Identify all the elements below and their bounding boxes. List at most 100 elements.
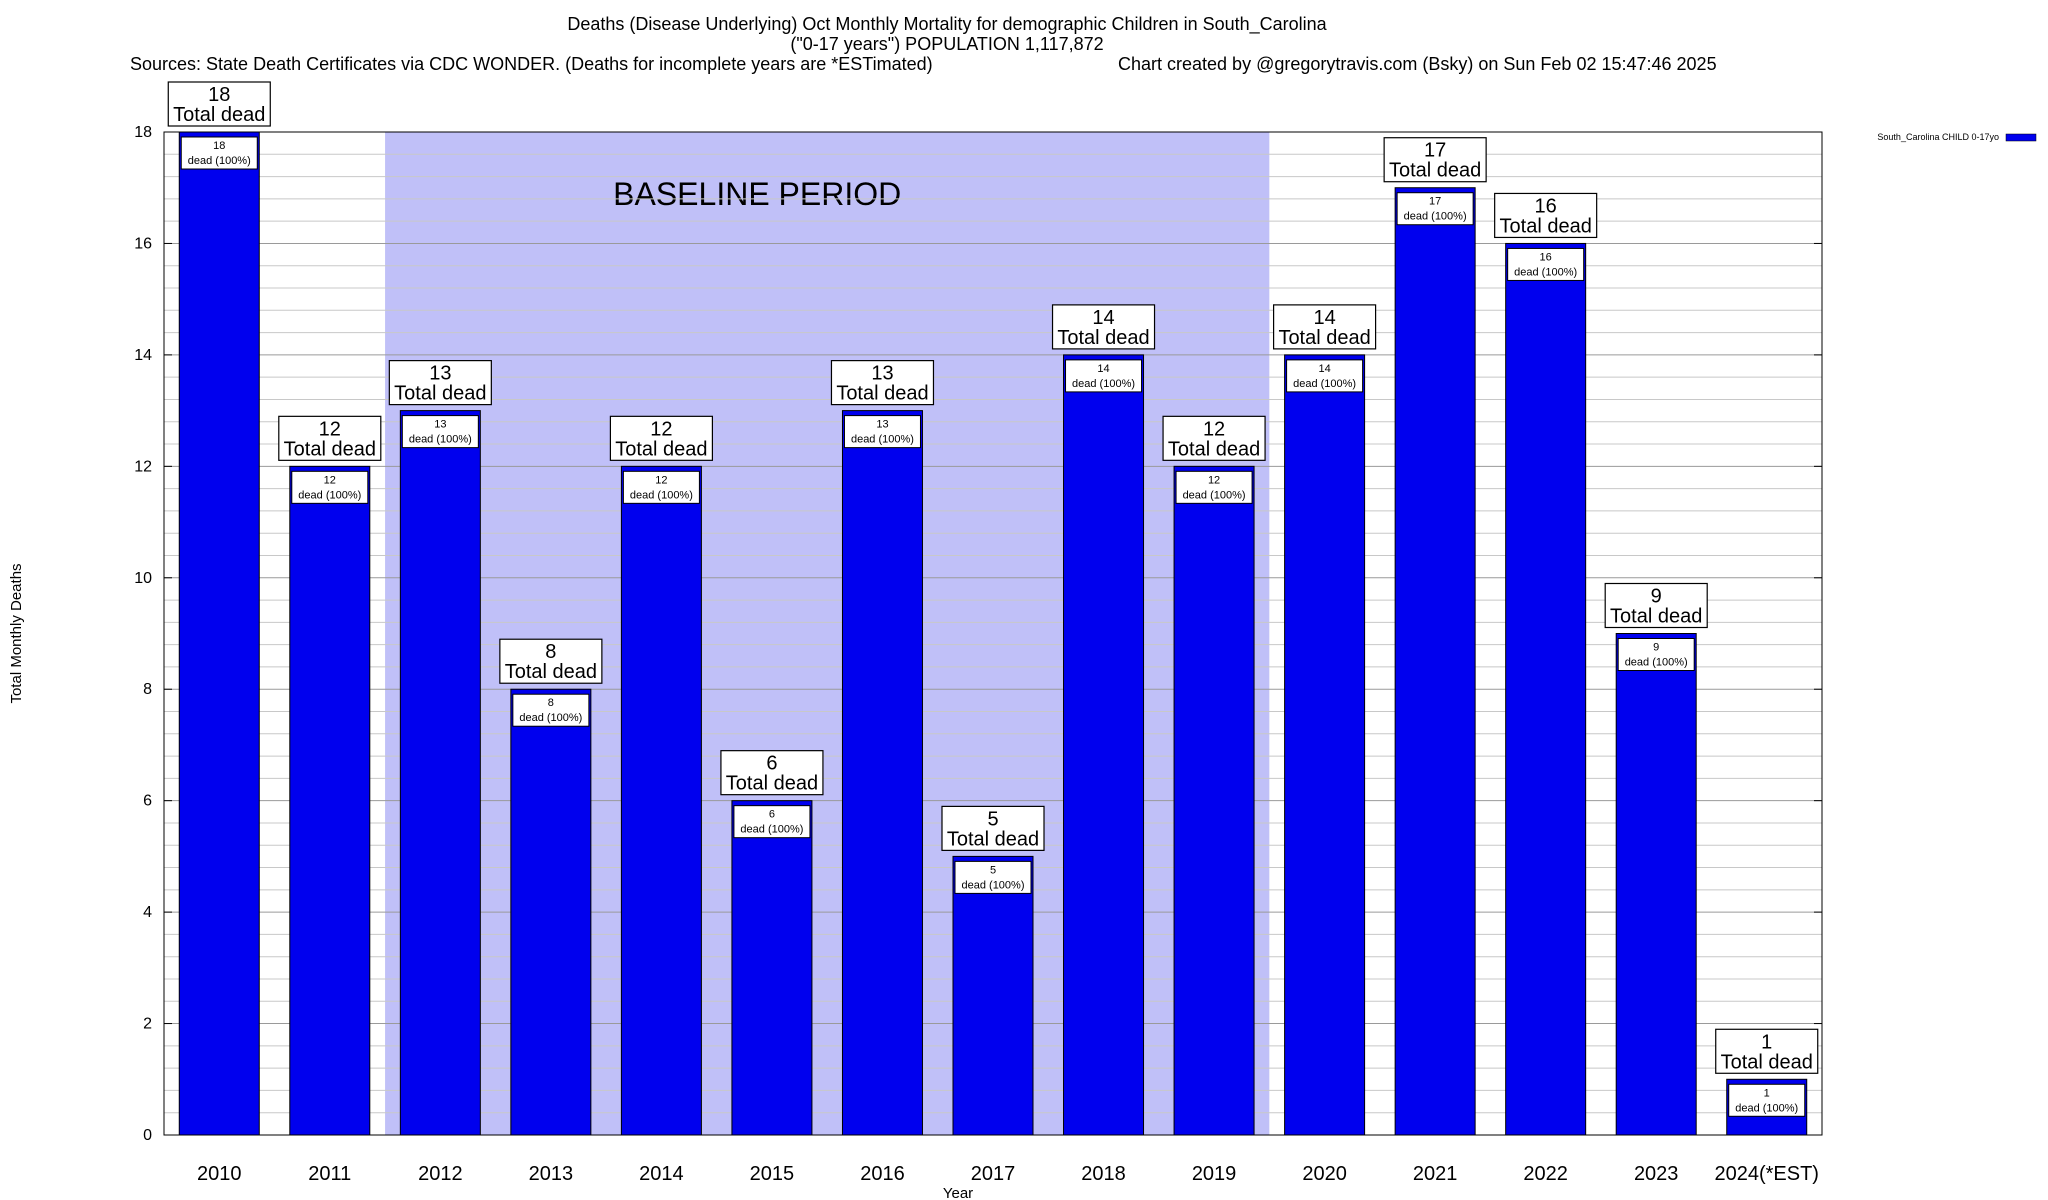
bar-inner-label-value: 8 xyxy=(548,697,554,709)
bar-inner-label-value: 12 xyxy=(324,474,336,486)
x-tick-label: 2010 xyxy=(197,1163,242,1185)
baseline-period-label: BASELINE PERIOD xyxy=(613,176,901,212)
y-tick-label: 2 xyxy=(143,1016,152,1033)
y-tick-label: 18 xyxy=(134,124,152,141)
x-tick-label: 2020 xyxy=(1302,1163,1347,1185)
y-tick-label: 16 xyxy=(134,235,152,252)
bar xyxy=(1615,633,1697,1136)
y-tick-label: 14 xyxy=(134,347,152,364)
x-tick-label: 2022 xyxy=(1523,1163,1568,1185)
bar-inner-label-value: 9 xyxy=(1653,642,1659,654)
bar-inner-label-value: 14 xyxy=(1318,363,1330,375)
bar xyxy=(620,465,702,1136)
bar-inner-label-value: 12 xyxy=(655,474,667,486)
bar-inner-label-box xyxy=(1728,1083,1806,1117)
y-tick-label: 8 xyxy=(143,681,152,698)
x-tick-label: 2013 xyxy=(529,1163,574,1185)
bar-inner-label-text: dead (100%) xyxy=(962,879,1025,891)
bar-inner-label-text: dead (100%) xyxy=(519,712,582,724)
bar-top-label-value: 12 xyxy=(1203,418,1225,440)
bar xyxy=(1063,354,1145,1136)
bar-top-label-box xyxy=(1604,582,1708,629)
bar-top-label-value: 12 xyxy=(319,418,341,440)
y-axis-label: Total Monthly Deaths xyxy=(8,563,25,703)
bar-inner-label-box xyxy=(1065,359,1143,393)
x-tick-label: 2021 xyxy=(1413,1163,1458,1185)
bar-top-label-text: Total dead xyxy=(836,383,928,405)
y-tick-label: 0 xyxy=(143,1127,152,1144)
bar-inner-label-text: dead (100%) xyxy=(298,489,361,501)
bar-top-label-value: 8 xyxy=(545,641,556,663)
bar-inner-label-text: dead (100%) xyxy=(1404,211,1467,223)
y-tick-label: 4 xyxy=(143,904,152,921)
bar-top-label-value: 14 xyxy=(1092,307,1114,329)
bar-top-label-box xyxy=(1383,137,1487,183)
chart-credit: Chart created by @gregorytravis.com (Bsk… xyxy=(1118,54,1717,74)
bar-inner-label-text: dead (100%) xyxy=(1625,657,1688,669)
bar-top-label-text: Total dead xyxy=(1610,606,1702,628)
bar-top-label-box xyxy=(1715,1028,1819,1074)
chart-subtitle: ("0-17 years") POPULATION 1,117,872 xyxy=(790,34,1104,54)
bar-inner-label-box xyxy=(1286,359,1364,393)
legend-label: South_Carolina CHILD 0-17yo xyxy=(1877,132,1999,142)
bar-top-label-value: 18 xyxy=(208,84,230,106)
bar xyxy=(289,465,371,1136)
bar-inner-label-text: dead (100%) xyxy=(740,824,803,836)
x-tick-label: 2014 xyxy=(639,1163,684,1185)
bar-top-label-text: Total dead xyxy=(1057,327,1149,349)
bar-top-label-value: 13 xyxy=(429,363,451,385)
bar-inner-label-value: 12 xyxy=(1208,474,1220,486)
bar-inner-label-value: 17 xyxy=(1429,196,1441,208)
bar-inner-label-value: 14 xyxy=(1097,363,1109,375)
bar-top-label-text: Total dead xyxy=(1278,327,1370,349)
bar-inner-label-text: dead (100%) xyxy=(630,489,693,501)
bar xyxy=(178,131,260,1136)
bar-inner-label-value: 1 xyxy=(1764,1087,1770,1099)
x-tick-label: 2012 xyxy=(418,1163,463,1185)
bar-top-label-box xyxy=(278,415,382,461)
bar-inner-label-text: dead (100%) xyxy=(409,434,472,446)
x-tick-label: 2024(*EST) xyxy=(1714,1163,1819,1185)
bar-inner-label-box xyxy=(1175,470,1253,504)
plot-frame xyxy=(163,131,1823,1136)
y-tick-label: 6 xyxy=(143,793,152,810)
bar-top-label-value: 16 xyxy=(1535,195,1557,217)
x-tick-label: 2011 xyxy=(308,1163,351,1185)
x-axis-label: Year xyxy=(943,1185,973,1200)
bar-top-label-text: Total dead xyxy=(1168,438,1260,460)
bar-inner-label-box xyxy=(733,805,811,839)
bar-top-label-box xyxy=(499,638,603,684)
bar xyxy=(1505,242,1587,1136)
bar-top-label-value: 5 xyxy=(987,808,998,830)
bar-inner-label-text: dead (100%) xyxy=(1183,489,1246,501)
chart-sources: Sources: State Death Certificates via CD… xyxy=(130,54,933,74)
bar-top-label-box xyxy=(830,360,935,406)
bar-inner-label-box xyxy=(291,470,369,504)
bar-top-label-box xyxy=(720,750,824,796)
bar-top-label-box xyxy=(388,360,492,406)
bar-inner-label-text: dead (100%) xyxy=(188,155,251,167)
bar xyxy=(1284,354,1366,1136)
bar xyxy=(399,410,481,1136)
bar-top-label-value: 9 xyxy=(1651,586,1662,608)
bar-top-label-text: Total dead xyxy=(1500,215,1592,237)
bar xyxy=(510,688,592,1136)
bar-top-label-value: 12 xyxy=(650,418,672,440)
bar-top-label-value: 14 xyxy=(1313,307,1335,329)
bar-top-label-text: Total dead xyxy=(947,828,1039,850)
y-tick-label: 10 xyxy=(134,570,152,587)
bar-inner-label-value: 6 xyxy=(769,809,775,821)
bar-inner-label-box xyxy=(512,693,590,727)
bar-inner-label-text: dead (100%) xyxy=(1072,378,1135,390)
bar-top-label-text: Total dead xyxy=(505,661,597,683)
bar-top-label-text: Total dead xyxy=(1721,1051,1813,1073)
bar-inner-label-box xyxy=(1617,638,1695,671)
bar-top-label-text: Total dead xyxy=(1389,160,1481,182)
x-tick-label: 2018 xyxy=(1081,1163,1126,1185)
bar xyxy=(1394,187,1476,1136)
x-tick-label: 2016 xyxy=(860,1163,905,1185)
bar-top-label-text: Total dead xyxy=(726,773,818,795)
